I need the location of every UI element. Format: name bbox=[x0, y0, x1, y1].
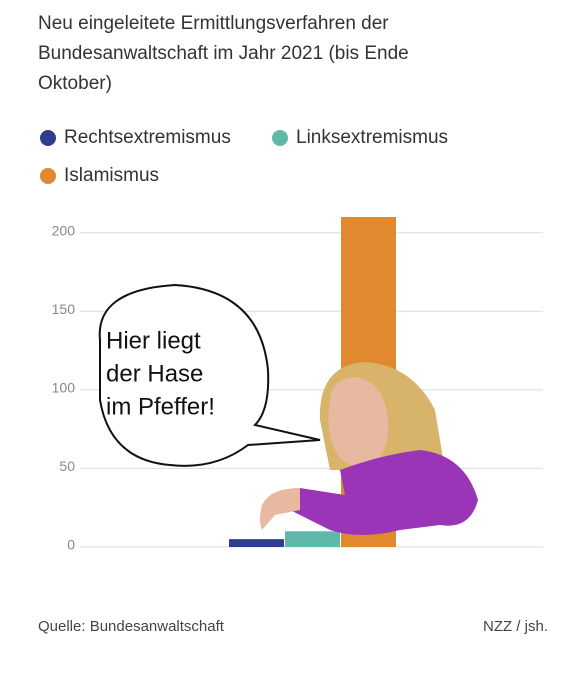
legend-swatch bbox=[40, 168, 56, 184]
legend-swatch bbox=[272, 130, 288, 146]
credit: NZZ / jsh. bbox=[483, 618, 548, 635]
texts: Neu eingeleitete Ermittlungsverfahren de… bbox=[38, 13, 548, 635]
chart-title: Oktober) bbox=[38, 73, 112, 94]
hand bbox=[260, 488, 300, 530]
bubble-shape bbox=[98, 283, 321, 467]
legend-swatch bbox=[40, 130, 56, 146]
y-tick-label: 100 bbox=[52, 380, 76, 396]
y-tick-label: 0 bbox=[67, 537, 75, 553]
annotation: Hier liegt bbox=[106, 327, 201, 354]
body bbox=[286, 450, 478, 535]
legend-label: Islamismus bbox=[64, 165, 159, 186]
legend-label: Rechtsextremismus bbox=[64, 127, 231, 148]
bar bbox=[229, 539, 284, 547]
speech-bubble bbox=[98, 283, 321, 467]
chart-title: Neu eingeleitete Ermittlungsverfahren de… bbox=[38, 13, 389, 34]
y-tick-label: 50 bbox=[59, 458, 75, 474]
chart-title: Bundesanwaltschaft im Jahr 2021 (bis End… bbox=[38, 43, 409, 64]
bar bbox=[285, 531, 340, 547]
source: Quelle: Bundesanwaltschaft bbox=[38, 618, 225, 635]
face bbox=[328, 377, 389, 466]
legend-label: Linksextremismus bbox=[296, 127, 448, 148]
y-tick-label: 150 bbox=[52, 301, 76, 317]
annotation: im Pfeffer! bbox=[106, 393, 215, 420]
y-tick-label: 200 bbox=[52, 222, 76, 238]
annotation: der Hase bbox=[106, 360, 203, 387]
person-figure bbox=[260, 362, 478, 535]
